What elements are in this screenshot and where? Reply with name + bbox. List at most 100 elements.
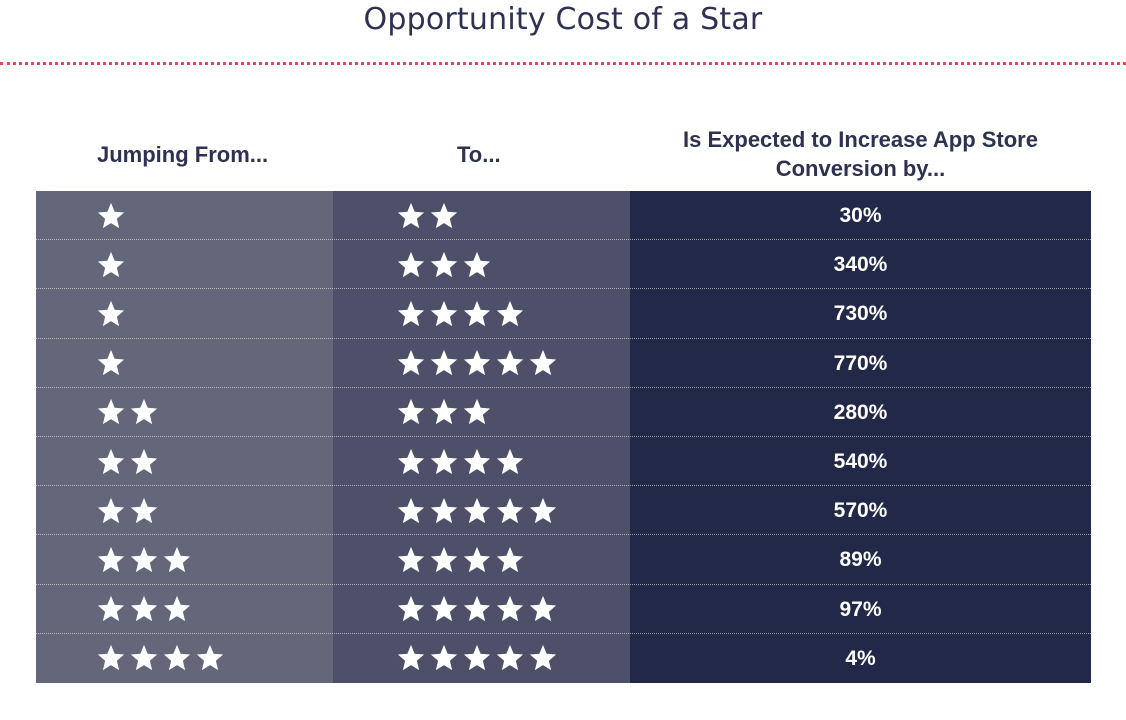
column-increase-background	[630, 191, 1091, 683]
table-row: 770%	[36, 339, 1091, 388]
star-icon	[462, 594, 492, 624]
table-row: 730%	[36, 289, 1091, 339]
header-increase-line1: Is Expected to Increase App Store	[683, 127, 1038, 152]
star-icon	[528, 643, 558, 673]
star-conversion-table: 30% 340% 730% 770% 280% 540% 570% 89% 97% 4%	[36, 191, 1091, 683]
star-icon	[96, 299, 126, 329]
star-icon	[429, 594, 459, 624]
star-icon	[462, 447, 492, 477]
conversion-increase-value: 280%	[833, 400, 888, 424]
to-rating	[396, 339, 561, 388]
to-rating	[396, 585, 561, 634]
to-rating	[396, 486, 561, 535]
table-row: 280%	[36, 388, 1091, 438]
from-rating	[96, 535, 195, 584]
title-divider	[0, 62, 1126, 65]
star-icon	[495, 348, 525, 378]
star-icon	[429, 250, 459, 280]
star-icon	[129, 496, 159, 526]
conversion-increase-value: 570%	[833, 499, 888, 523]
from-rating	[96, 486, 162, 535]
table-row: 570%	[36, 486, 1091, 536]
from-rating	[96, 339, 129, 388]
star-icon	[96, 545, 126, 575]
header-to: To...	[457, 141, 501, 167]
star-icon	[396, 643, 426, 673]
to-rating	[396, 388, 495, 437]
star-icon	[462, 496, 492, 526]
star-icon	[129, 447, 159, 477]
star-icon	[495, 594, 525, 624]
star-icon	[462, 299, 492, 329]
star-icon	[396, 447, 426, 477]
star-icon	[96, 496, 126, 526]
star-icon	[162, 545, 192, 575]
from-rating	[96, 585, 195, 634]
conversion-increase-value: 340%	[833, 253, 888, 277]
table-row: 540%	[36, 437, 1091, 487]
star-icon	[429, 299, 459, 329]
page-title: Opportunity Cost of a Star	[363, 2, 763, 37]
conversion-increase-value: 97%	[839, 597, 882, 621]
star-icon	[528, 348, 558, 378]
table-row: 97%	[36, 585, 1091, 634]
star-icon	[129, 594, 159, 624]
conversion-increase-value: 730%	[833, 302, 888, 326]
from-rating	[96, 634, 228, 683]
to-rating	[396, 535, 528, 584]
column-from-background	[36, 191, 333, 683]
star-icon	[96, 397, 126, 427]
header-increase: Is Expected to Increase App Store Conver…	[630, 118, 1091, 190]
star-icon	[528, 594, 558, 624]
star-icon	[162, 643, 192, 673]
star-icon	[495, 545, 525, 575]
header-increase-line2: Conversion by...	[775, 156, 946, 181]
to-rating	[396, 289, 528, 338]
star-icon	[396, 496, 426, 526]
to-rating	[396, 191, 462, 240]
from-rating	[96, 240, 129, 289]
star-icon	[495, 447, 525, 477]
to-rating	[396, 437, 528, 486]
star-icon	[162, 594, 192, 624]
star-icon	[429, 545, 459, 575]
from-rating	[96, 388, 162, 437]
star-icon	[396, 397, 426, 427]
star-icon	[129, 397, 159, 427]
star-icon	[429, 201, 459, 231]
star-icon	[195, 643, 225, 673]
star-icon	[96, 447, 126, 477]
star-icon	[396, 545, 426, 575]
star-icon	[396, 594, 426, 624]
table-row: 30%	[36, 191, 1091, 241]
star-icon	[462, 348, 492, 378]
from-rating	[96, 289, 129, 338]
header-jumping-from: Jumping From...	[97, 141, 269, 167]
star-icon	[462, 250, 492, 280]
conversion-increase-value: 4%	[845, 646, 876, 670]
conversion-increase-value: 30%	[839, 204, 882, 227]
star-icon	[129, 545, 159, 575]
star-icon	[429, 397, 459, 427]
star-icon	[96, 643, 126, 673]
star-icon	[396, 201, 426, 231]
star-icon	[495, 299, 525, 329]
star-icon	[96, 348, 126, 378]
star-icon	[396, 250, 426, 280]
to-rating	[396, 240, 495, 289]
star-icon	[495, 643, 525, 673]
star-icon	[429, 643, 459, 673]
star-icon	[96, 250, 126, 280]
star-icon	[495, 496, 525, 526]
star-icon	[429, 447, 459, 477]
from-rating	[96, 191, 129, 240]
star-icon	[462, 545, 492, 575]
table-row: 340%	[36, 240, 1091, 290]
conversion-increase-value: 770%	[833, 351, 888, 375]
star-icon	[96, 594, 126, 624]
star-icon	[96, 201, 126, 231]
conversion-increase-value: 89%	[839, 548, 882, 572]
star-icon	[129, 643, 159, 673]
from-rating	[96, 437, 162, 486]
table-row: 89%	[36, 535, 1091, 585]
